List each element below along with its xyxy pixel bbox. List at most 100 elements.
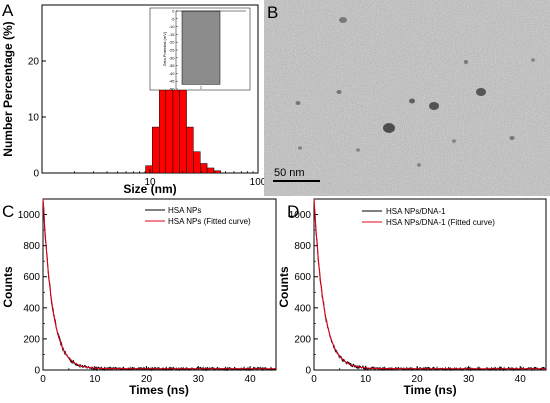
x-tick-label: 0 [311,374,317,385]
histogram-bar [213,170,222,174]
y-tick-label: 600 [23,272,40,283]
histogram-bar [179,88,187,174]
histogram-bar [186,126,194,174]
nanoparticle [383,123,395,133]
inset-ticks: 0 -5 -10 -15 -20 -25 -30 -35 -40 -45 -50 [169,9,246,92]
y-tick-label: 200 [294,334,311,345]
y-tick-label: 0 [34,366,40,377]
x-tick-label: 40 [515,374,527,385]
panel-c-x-axis-title: Times (ns) [129,383,189,397]
scale-bar-label: 50 nm [274,167,305,179]
nanoparticle [417,163,421,167]
y-tick-label: 200 [23,334,40,345]
inset-bar [181,10,221,85]
y-tick-label: 400 [23,303,40,314]
zeta-potential-inset: 1 0 -5 -10 -15 -20 -25 -30 -35 -40 -45 -50 Zeta Po… [149,7,251,92]
legend-label-measured: HSA NPs [168,206,201,215]
panel-d-frame [313,198,547,371]
legend-label-fitted: HSA NPs (Fitted curve) [168,217,251,226]
nanoparticle [429,102,439,110]
panel-c-y-axis-title: Counts [1,266,15,308]
nanoparticle [336,90,342,94]
y-tick-label: 0 [33,169,39,180]
panel-a-y-axis-title: Number Percentage (%) [1,21,15,156]
x-tick-label: 30 [463,374,475,385]
panel-d-y-axis-title: Counts [277,266,291,308]
panel-d-x-axis-title: Time (ns) [403,383,456,397]
x-tick-label: 10 [360,374,372,385]
nanoparticle [531,58,535,62]
histogram-bar [145,165,153,174]
inset-y-tick-label: -5 [171,16,175,21]
x-tick-label: 100 [250,177,267,188]
y-tick-label: 800 [294,241,311,252]
panel-a-x-axis-title: Size (nm) [123,182,176,196]
y-tick-label: 10 [28,113,40,124]
y-tick-label: 400 [294,303,311,314]
tem-grain [264,0,550,196]
panel-c-legend: HSA NPs HSA NPs (Fitted curve) [145,206,251,226]
nanoparticle [464,60,468,64]
inset-category-label: 1 [200,84,203,89]
panel-d-series [313,198,547,372]
x-tick-label: 0 [40,374,46,385]
y-tick-label: 1000 [18,210,41,221]
panel-d-legend: HSA NPs/DNA-1 HSA NPs/DNA-1 (Fitted curv… [362,207,495,227]
inset-y-tick-label: -45 [169,79,176,84]
y-tick-label: 1000 [289,210,312,221]
panel-d-letter: D [287,202,299,221]
inset-y-tick-label: -25 [169,48,176,53]
panel-c-series [42,198,277,372]
inset-y-tick-label: -30 [169,55,176,60]
series-line-fitted [313,198,546,370]
nanoparticle [509,136,515,140]
legend-label-fitted: HSA NPs/DNA-1 (Fitted curve) [386,218,495,227]
nanoparticle [409,98,415,104]
inset-y-tick-label: -20 [169,40,176,45]
inset-bars: 1 [181,10,221,89]
histogram-bar [193,151,201,174]
panel-c-letter: C [2,202,14,221]
legend-label-measured: HSA NPs/DNA-1 [386,207,446,216]
panel-a-letter: A [2,1,14,20]
nanoparticle [356,148,360,152]
panel-c-frame [42,198,277,371]
panel-b-letter: B [267,3,278,22]
x-tick-label: 10 [144,177,156,188]
histogram-bar [206,167,215,174]
nanoparticle [476,88,486,96]
x-tick-label: 30 [193,374,205,385]
y-tick-label: 600 [294,272,311,283]
nanoparticle [298,146,302,150]
x-tick-label: 10 [89,374,101,385]
inset-y-axis-title: Zeta Potential (mV) [162,31,167,66]
histogram-bars [145,26,222,174]
x-tick-label: 20 [141,374,153,385]
y-tick-label: 800 [23,241,40,252]
x-tick-label: 20 [412,374,424,385]
nanoparticle [295,101,301,105]
inset-y-tick-label: -15 [169,32,176,37]
y-tick-label: 20 [28,57,40,68]
inset-y-tick-label: -10 [169,24,176,29]
series-line-measured [42,201,277,372]
inset-y-tick-label: -35 [169,63,176,68]
histogram-bar [152,126,160,174]
panel-a-ticks: 10 100 0 10 20 [28,57,267,189]
nanoparticles [295,17,535,167]
x-tick-label: 40 [245,374,257,385]
series-line-fitted [42,198,276,370]
nanoparticle [339,17,347,23]
inset-y-tick-label: -50 [169,87,176,92]
y-tick-label: 0 [305,366,311,377]
panel-b-tem-image: B 50 nm [264,0,550,196]
inset-y-tick-label: -40 [169,71,176,76]
inset-y-tick-label: 0 [172,9,175,14]
nanoparticle [452,139,456,143]
